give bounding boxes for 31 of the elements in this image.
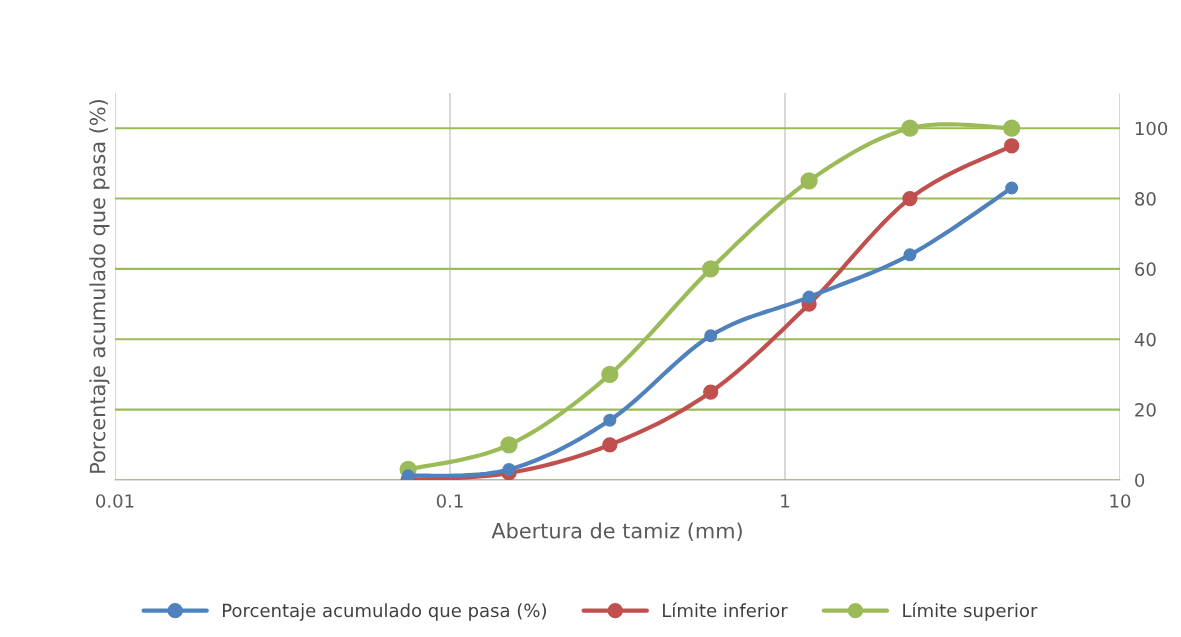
y-tick-label: 60: [1135, 262, 1156, 277]
point: [703, 384, 719, 400]
x-tick-label: 1: [781, 494, 790, 508]
y-tick-label: 20: [1135, 403, 1156, 417]
point: [1005, 181, 1019, 195]
y-tick-label: 80: [1135, 192, 1156, 206]
legend-label: Límite superior: [903, 602, 1038, 621]
x-tick-label: 10: [1110, 494, 1131, 508]
point: [702, 260, 720, 278]
point: [902, 190, 918, 207]
point: [1004, 138, 1020, 154]
y-tick-label: 100: [1135, 121, 1168, 136]
point: [502, 462, 516, 476]
x-tick-label: 0.1: [436, 494, 463, 508]
y-tick-label: 40: [1134, 332, 1156, 347]
x-axis-title: Abertura de tamiz (mm): [491, 522, 742, 542]
point: [602, 437, 618, 453]
point: [1003, 119, 1021, 137]
y-tick-label: 0: [1135, 473, 1145, 488]
point: [901, 119, 919, 137]
x-tick-label: 0.01: [96, 494, 134, 508]
point: [601, 365, 619, 384]
point: [704, 329, 718, 343]
point: [500, 436, 518, 454]
y-axis-title: Porcentaje acumulado que pasa (%): [89, 100, 110, 473]
point: [802, 290, 816, 304]
legend-label: Límite inferior: [663, 602, 788, 618]
point: [800, 172, 818, 190]
legend-label: Porcentaje acumulado que pasa (%): [223, 603, 546, 621]
point: [603, 413, 617, 427]
point: [903, 248, 917, 262]
